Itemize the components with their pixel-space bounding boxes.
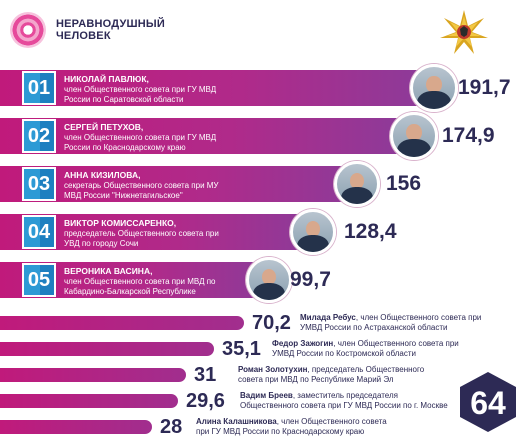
rating-value: 31 (194, 364, 217, 386)
rank-number: 03 (22, 167, 56, 201)
ranking-row: 03 АННА КИЗИЛОВА, секретарь Общественного … (0, 161, 530, 207)
brand-logo-icon (10, 12, 46, 48)
person-info: Федор Зажогин, член Общественного совета… (272, 339, 459, 359)
person-role-line-1: , председатель Общественного (307, 365, 425, 374)
person-role-line-2: Общественного совета при ГУ МВД России п… (240, 401, 448, 410)
person-photo (290, 209, 336, 255)
ranking-row: 35,1 Федор Зажогин, член Общественного со… (0, 338, 530, 362)
rank-number: 04 (22, 215, 56, 249)
ranking-bar (0, 70, 438, 106)
ranking-bar (0, 394, 178, 408)
rank-number: 02 (22, 119, 56, 153)
ranking-bar (0, 420, 152, 434)
person-photo (390, 112, 438, 160)
mvd-eagle-emblem-icon (440, 10, 488, 54)
ranking-row: 01 НИКОЛАЙ ПАВЛЮК, член Общественного сове… (0, 64, 530, 112)
person-info: Роман Золотухин, председатель Общественн… (238, 365, 424, 385)
person-role-line-2: УВД по городу Сочи (64, 239, 139, 248)
person-name: ВЕРОНИКА ВАСИНА, (64, 266, 153, 276)
person-role-line-1: , заместитель председателя (292, 391, 398, 400)
person-role-line-1: член Общественного совета при ГУ МВД (64, 85, 217, 94)
rating-value: 191,7 (458, 76, 511, 99)
person-name: СЕРГЕЙ ПЕТУХОВ, (64, 122, 144, 132)
person-role-line-1: секретарь Общественного совета при МУ (64, 181, 219, 190)
person-role-line-2: УМВД России по Костромской области (272, 349, 416, 358)
person-photo (246, 257, 292, 303)
rating-value: 29,6 (186, 390, 225, 412)
ranking-bar (0, 342, 214, 356)
ranking-row: 70,2 Милада Ребус, член Общественного сов… (0, 312, 530, 336)
person-role-line-1: член Общественного совета при ГУ МВД (64, 133, 217, 142)
person-photo (334, 161, 380, 207)
person-info: Милада Ребус, член Общественного совета … (300, 313, 481, 333)
ranking-bar (0, 118, 418, 154)
person-name: Вадим Бреев (240, 391, 293, 400)
person-role-line-1: , член Общественного совета при (333, 339, 459, 348)
person-role-line-1: , член Общественного совета (276, 417, 387, 426)
brand-line-2: ЧЕЛОВЕК (56, 30, 111, 42)
person-name: Федор Зажогин (272, 339, 334, 348)
rating-value: 70,2 (252, 312, 291, 334)
ranking-row: 29,6 Вадим Бреев, заместитель председател… (0, 390, 530, 414)
brand-line-1: НЕРАВНОДУШНЫЙ (56, 18, 165, 30)
person-role-line-2: Кабардино-Балкарской Республике (64, 287, 196, 296)
ranking-bar (0, 368, 186, 382)
person-name: Роман Золотухин (238, 365, 308, 374)
person-name: Милада Ребус (300, 313, 356, 322)
person-name: Алина Калашникова (196, 417, 277, 426)
ranking-row: 05 ВЕРОНИКА ВАСИНА, член Общественного сов… (0, 257, 530, 303)
person-role-line-2: России по Краснодарскому краю (64, 143, 186, 152)
rating-value: 156 (386, 172, 422, 195)
rating-value: 28 (160, 416, 183, 438)
ranking-row: 02 СЕРГЕЙ ПЕТУХОВ, член Общественного сове… (0, 112, 530, 160)
person-info: Алина Калашникова, член Общественного со… (196, 417, 387, 437)
person-info: Вадим Бреев, заместитель председателя Общ… (240, 391, 448, 411)
brand-title: НЕРАВНОДУШНЫЙ ЧЕЛОВЕК (56, 18, 165, 42)
rating-value: 99,7 (290, 268, 331, 291)
ranking-row: 31 Роман Золотухин, председатель Обществе… (0, 364, 530, 388)
badge-number: 64 (470, 385, 506, 421)
ranking-row: 28 Алина Калашникова, член Общественного … (0, 416, 530, 440)
person-role-line-2: России по Саратовской области (64, 95, 184, 104)
person-name: НИКОЛАЙ ПАВЛЮК, (64, 74, 149, 84)
person-role-line-2: при ГУ МВД России по Краснодарскому краю (196, 427, 365, 436)
person-role-line-1: председатель Общественного совета при (64, 229, 219, 238)
person-photo (410, 64, 458, 112)
hexagon-badge: 64 (460, 372, 516, 432)
ranking-bar (0, 166, 372, 202)
rank-number: 01 (22, 71, 56, 105)
hexagon-shape (460, 372, 516, 432)
person-role-line-2: УМВД России по Астраханской области (300, 323, 448, 332)
person-role-line-2: МВД России "Нижнетагильское" (64, 191, 183, 200)
rating-value: 128,4 (344, 220, 397, 243)
person-role-line-2: совета при МВД по Республике Марий Эл (238, 375, 394, 384)
person-role-line-1: , член Общественного совета при (355, 313, 482, 322)
person-name: АННА КИЗИЛОВА, (64, 170, 141, 180)
person-name: ВИКТОР КОМИССАРЕНКО, (64, 218, 177, 228)
ranking-row: 04 ВИКТОР КОМИССАРЕНКО, председатель Общес… (0, 209, 530, 255)
rating-value: 174,9 (442, 124, 495, 147)
rank-number: 05 (22, 263, 56, 297)
ranking-bar (0, 316, 244, 330)
rating-value: 35,1 (222, 338, 261, 360)
person-role-line-1: член Общественного совета при МВД по (64, 277, 216, 286)
